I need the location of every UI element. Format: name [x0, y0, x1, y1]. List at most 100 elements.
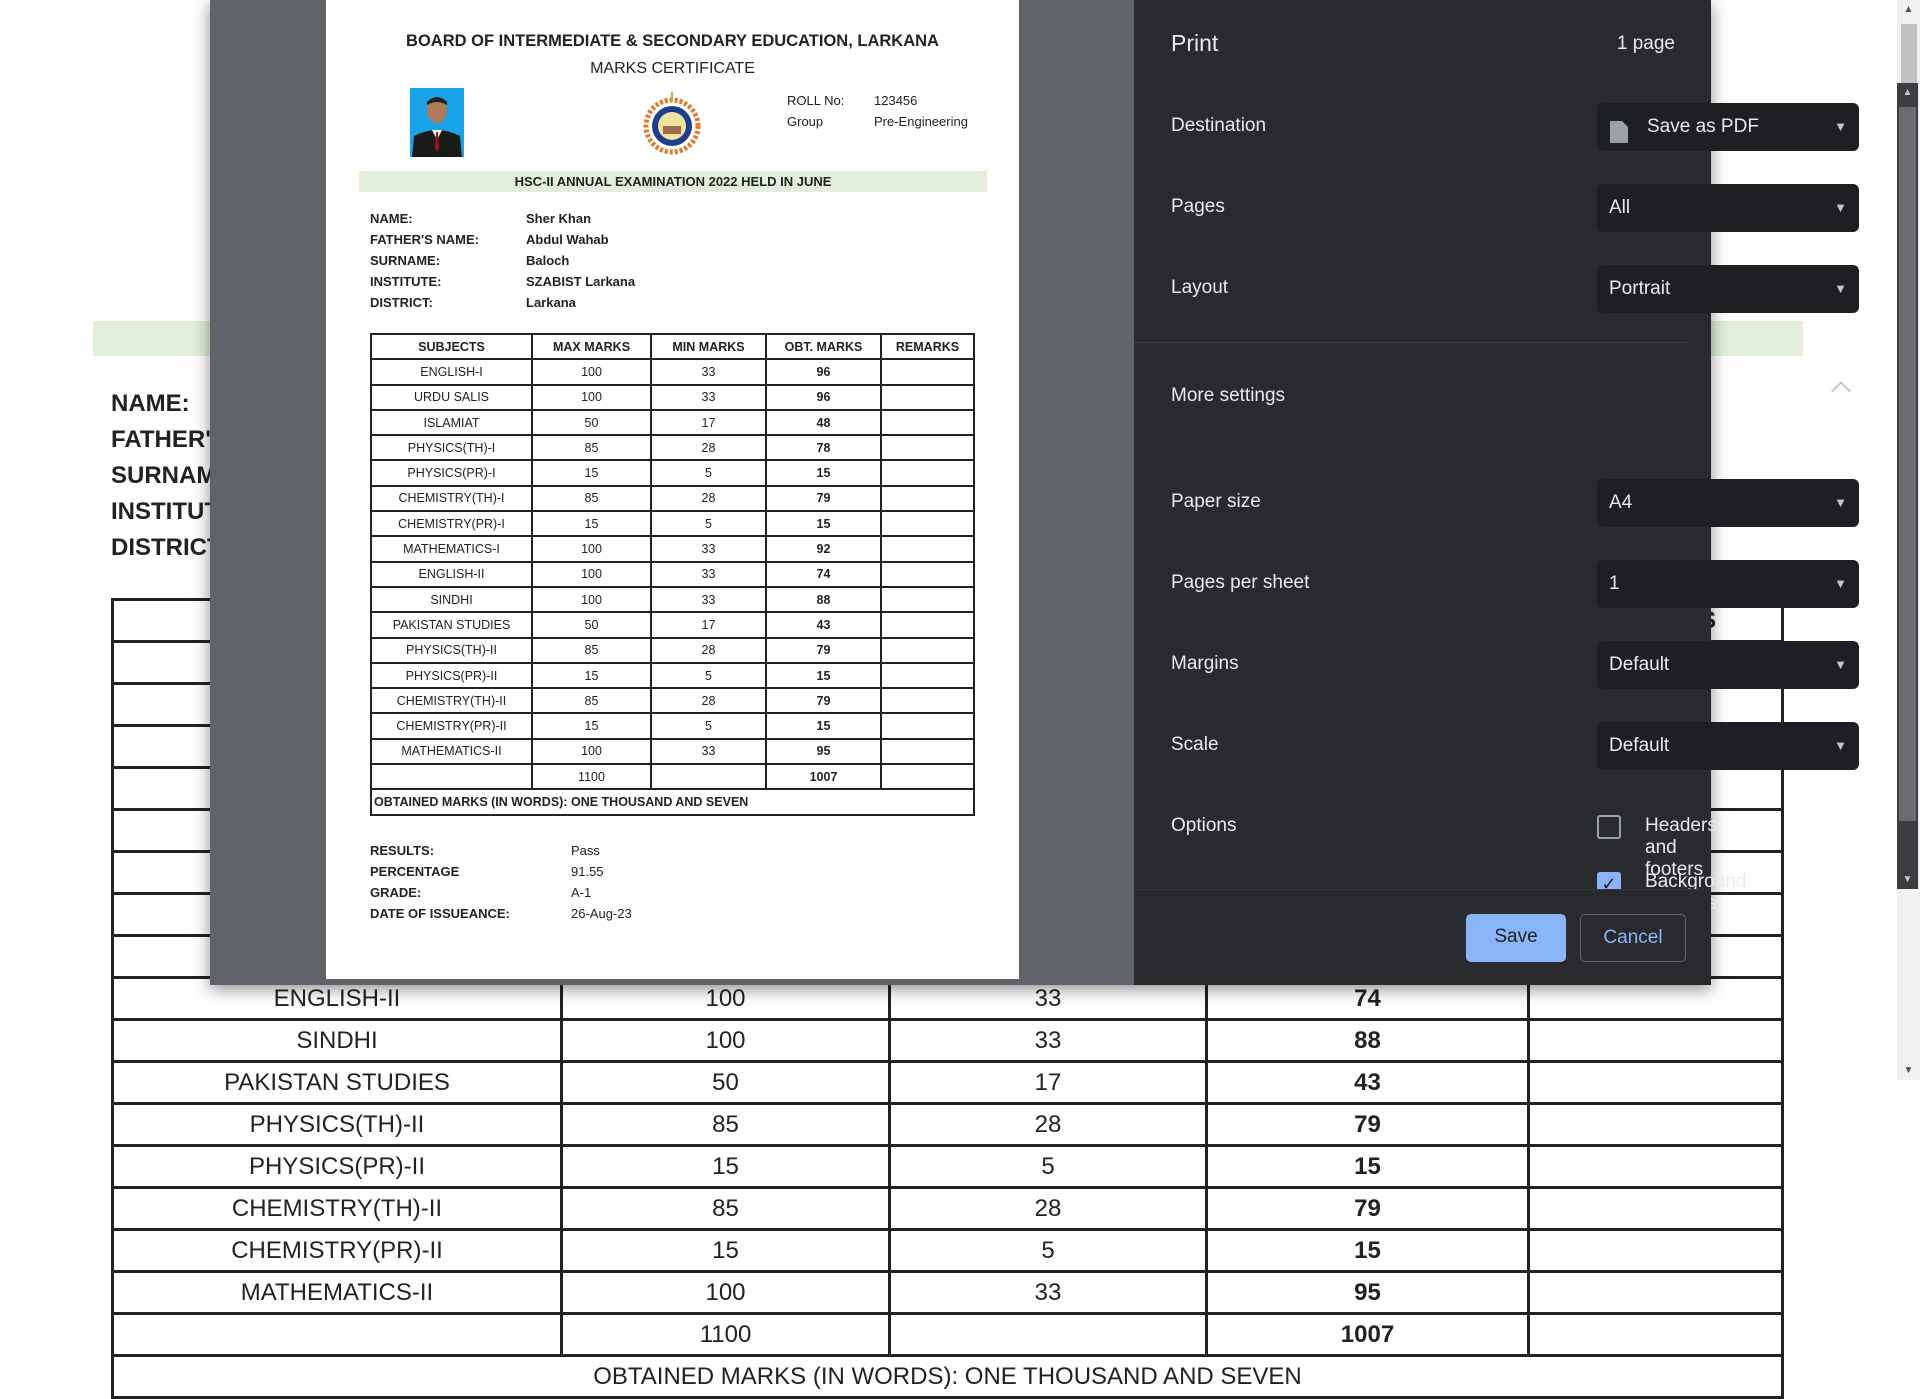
remarks — [1527, 1186, 1784, 1231]
column-header: MAX MARKS — [531, 332, 652, 361]
table-row: ENGLISH-II 100 33 74 — [370, 560, 975, 588]
min-marks: 5 — [888, 1228, 1208, 1273]
total-min — [650, 763, 767, 791]
subject: CHEMISTRY(PR)-II — [370, 712, 533, 740]
marks-table: SUBJECTS MAX MARKS MIN MARKS OBT. MARKS REMA… — [370, 332, 975, 816]
max-marks: 15 — [531, 661, 652, 690]
background-info-labels: NAME: FATHER'S SURNAM INSTITUT DISTRICT — [111, 386, 227, 566]
pages-per-sheet-value: 1 — [1609, 573, 1620, 594]
subject: SINDHI — [111, 1018, 563, 1063]
pages-select[interactable]: All ▼ — [1597, 184, 1859, 232]
more-settings-toggle[interactable]: More settings — [1171, 385, 1286, 406]
info-value: SZABIST Larkana — [526, 274, 636, 289]
max-marks: 85 — [531, 434, 652, 462]
subject: SINDHI — [370, 585, 533, 614]
obtained-marks: 48 — [765, 408, 882, 437]
max-marks: 85 — [531, 484, 652, 513]
save-button[interactable]: Save — [1466, 914, 1566, 962]
max-marks: 50 — [531, 611, 652, 639]
remarks — [1527, 1270, 1784, 1315]
table-row: PHYSICS(PR)-II 15 5 15 — [370, 661, 975, 690]
total-remarks — [880, 763, 975, 791]
table-row: CHEMISTRY(PR)-II 15 5 15 — [111, 1228, 1784, 1273]
dropdown-arrow-icon: ▼ — [1834, 495, 1847, 510]
exam-banner: HSC-II ANNUAL EXAMINATION 2022 HELD IN J… — [359, 171, 987, 192]
bg-label: FATHER'S — [111, 426, 227, 453]
subject: ISLAMIAT — [370, 408, 533, 437]
info-label: DISTRICT: — [370, 295, 433, 310]
obtained-marks: 79 — [765, 636, 882, 664]
total-row: 1100 1007 — [370, 763, 975, 791]
remarks — [880, 535, 975, 563]
total-row: 1100 1007 — [111, 1312, 1784, 1357]
headers-footers-checkbox[interactable] — [1597, 815, 1621, 839]
max-marks: 100 — [531, 560, 652, 588]
dropdown-arrow-icon: ▼ — [1834, 738, 1847, 753]
obtained-marks: 43 — [1205, 1060, 1530, 1105]
remarks — [1527, 1060, 1784, 1105]
obtained-marks: 15 — [1205, 1144, 1530, 1189]
scale-select[interactable]: Default ▼ — [1597, 722, 1859, 770]
preview-page: BOARD OF INTERMEDIATE & SECONDARY EDUCAT… — [326, 0, 1019, 979]
result-label: DATE OF ISSUEANCE: — [370, 906, 510, 921]
layout-select[interactable]: Portrait ▼ — [1597, 265, 1859, 313]
scroll-down-icon[interactable]: ▼ — [1902, 874, 1913, 885]
subject: CHEMISTRY(PR)-II — [111, 1228, 563, 1273]
remarks — [880, 661, 975, 690]
bg-label: SURNAM — [111, 462, 217, 489]
scroll-up-icon[interactable]: ▲ — [1903, 4, 1914, 15]
info-value: Abdul Wahab — [526, 232, 609, 247]
settings-scrollbar[interactable]: ▲ ▼ — [1897, 83, 1918, 889]
board-title: BOARD OF INTERMEDIATE & SECONDARY EDUCAT… — [406, 32, 939, 50]
min-marks: 33 — [650, 535, 767, 563]
cancel-button[interactable]: Cancel — [1580, 914, 1686, 962]
print-preview: BOARD OF INTERMEDIATE & SECONDARY EDUCAT… — [210, 0, 1134, 985]
chevron-up-icon[interactable] — [1831, 381, 1851, 401]
scroll-down-icon[interactable]: ▼ — [1903, 1065, 1914, 1076]
table-row: SINDHI 100 33 88 — [370, 585, 975, 614]
destination-select[interactable]: Save as PDF ▼ — [1597, 103, 1859, 151]
max-marks: 85 — [560, 1186, 891, 1231]
headers-footers-label[interactable]: Headers and footers — [1645, 815, 1717, 880]
table-row: PAKISTAN STUDIES 50 17 43 — [111, 1060, 1784, 1105]
total-max: 1100 — [531, 763, 652, 791]
obtained-marks: 96 — [765, 358, 882, 386]
min-marks: 28 — [650, 636, 767, 664]
obtained-marks: 88 — [765, 585, 882, 614]
subject: PAKISTAN STUDIES — [370, 611, 533, 639]
remarks — [880, 636, 975, 664]
obtained-marks: 74 — [765, 560, 882, 588]
obtained-marks: 95 — [1205, 1270, 1530, 1315]
subject: ENGLISH-II — [370, 560, 533, 588]
print-title: Print — [1171, 30, 1219, 56]
subject: ENGLISH-I — [370, 358, 533, 386]
page-count: 1 page — [1616, 33, 1675, 54]
roll-label: ROLL No: — [787, 93, 845, 108]
dropdown-arrow-icon: ▼ — [1834, 576, 1847, 591]
paper-size-select[interactable]: A4 ▼ — [1597, 479, 1859, 527]
scroll-up-icon[interactable]: ▲ — [1902, 87, 1913, 98]
remarks — [1527, 1018, 1784, 1063]
column-header: REMARKS — [880, 332, 975, 361]
table-row: PHYSICS(PR)-II 15 5 15 — [111, 1144, 1784, 1189]
board-logo — [639, 88, 705, 158]
max-marks: 100 — [560, 1270, 891, 1315]
subject: PHYSICS(TH)-II — [370, 636, 533, 664]
obtained-marks: 88 — [1205, 1018, 1530, 1063]
subject: PHYSICS(TH)-I — [370, 434, 533, 462]
obtained-marks: 79 — [765, 484, 882, 513]
min-marks: 33 — [650, 358, 767, 386]
result-row: DATE OF ISSUEANCE: 26-Aug-23 — [370, 903, 632, 924]
subject: PHYSICS(TH)-II — [111, 1102, 563, 1147]
column-header: MIN MARKS — [650, 332, 767, 361]
min-marks: 17 — [650, 611, 767, 639]
min-marks: 33 — [888, 1018, 1208, 1063]
min-marks: 17 — [888, 1060, 1208, 1105]
subject: PAKISTAN STUDIES — [111, 1060, 563, 1105]
scrollbar-thumb[interactable] — [1899, 107, 1916, 821]
pages-per-sheet-select[interactable]: 1 ▼ — [1597, 560, 1859, 608]
bg-label: INSTITUT — [111, 498, 219, 525]
margins-select[interactable]: Default ▼ — [1597, 641, 1859, 689]
